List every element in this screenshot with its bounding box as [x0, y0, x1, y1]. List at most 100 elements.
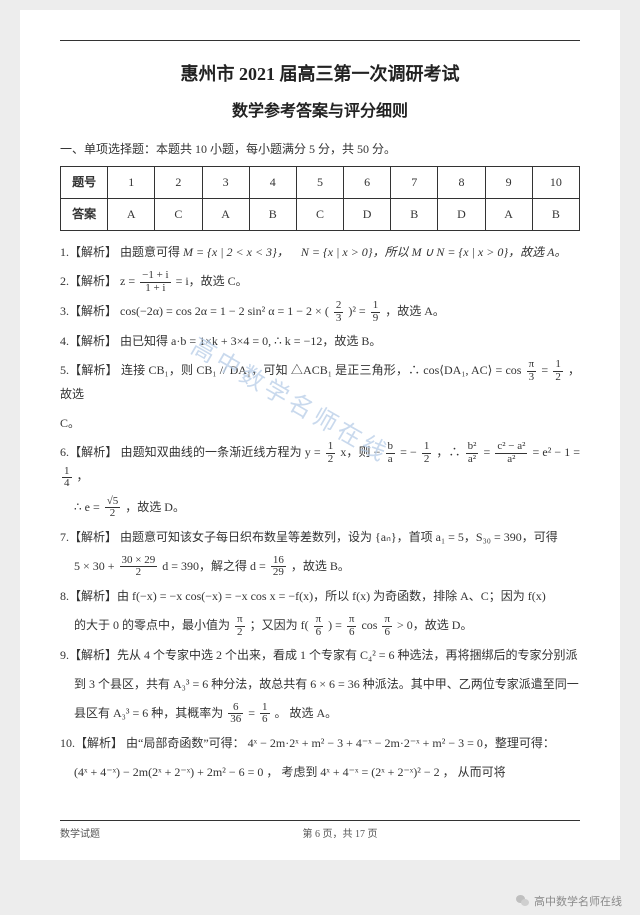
answer-cell: B [391, 199, 438, 231]
sol-prefix: 3.【解析】 cos(−2α) = cos 2α = 1 − 2 sin² α … [60, 304, 329, 318]
sol-mid: ，∴ [436, 445, 463, 459]
fraction: 30 × 29 2 [120, 555, 158, 579]
fraction: 1 6 [260, 702, 270, 726]
row-label: 题号 [61, 167, 108, 199]
solution-9: 9.【解析】先从 4 个专家中选 2 个出来，看成 1 个专家有 C₄² = 6… [60, 644, 580, 667]
col-num: 5 [296, 167, 343, 199]
sol-mid: ；又因为 f( [250, 618, 309, 632]
page-subtitle: 数学参考答案与评分细则 [60, 97, 580, 127]
sol-prefix: 1.【解析】 由题意可得 [60, 245, 183, 259]
col-num: 10 [532, 167, 579, 199]
sol-mid: d = 390，解之得 d = [162, 559, 269, 573]
sol-tail: C。 [60, 416, 80, 430]
section-heading: 一、单项选择题：本题共 10 小题，每小题满分 5 分，共 50 分。 [60, 138, 580, 161]
sol-mid: = [541, 363, 551, 377]
sol-mid: = − [400, 445, 417, 459]
solution-6: 6.【解析】 由题知双曲线的一条渐近线方程为 y = 1 2 x，则 − b a… [60, 441, 580, 490]
numerator: 1 [371, 300, 381, 313]
col-num: 9 [485, 167, 532, 199]
denominator: 9 [371, 313, 381, 325]
answer-cell: C [296, 199, 343, 231]
top-rule [60, 40, 580, 41]
sol-tail: ， [77, 469, 89, 483]
col-num: 1 [108, 167, 155, 199]
denominator: 6 [347, 627, 357, 639]
denominator: 2 [105, 508, 121, 520]
answers-table: 题号 1 2 3 4 5 6 7 8 9 10 答案 A C A B C D B… [60, 166, 580, 231]
sol-body: M = {x | 2 < x < 3}， N = {x | x > 0}，所以 … [183, 245, 566, 259]
denominator: 2 [326, 454, 336, 466]
sol-line: 10.【解析】 由“局部奇函数”可得： 4ˣ − 2m·2ˣ + m² − 3 … [60, 736, 555, 750]
solution-9-line3: 县区有 A₃³ = 6 种，其概率为 6 36 = 1 6 。 故选 A。 [60, 702, 580, 726]
answer-cell: A [108, 199, 155, 231]
denominator: 6 [314, 627, 324, 639]
wechat-credit: 高中数学名师在线 [516, 893, 622, 909]
sol-tail: > 0，故选 D。 [397, 618, 472, 632]
col-num: 2 [155, 167, 202, 199]
sol-tail: ，故选 A。 [385, 304, 445, 318]
sol-line: 7.【解析】 由题意可知该女子每日织布数呈等差数列，设为 {aₙ}，首项 a₁ … [60, 530, 558, 544]
answer-cell: A [485, 199, 532, 231]
denominator: a [386, 454, 396, 466]
solution-5-line2: C。 [60, 412, 580, 435]
sol-prefix: 的大于 0 的零点中，最小值为 [74, 618, 233, 632]
answer-cell: D [438, 199, 485, 231]
answer-cell: B [532, 199, 579, 231]
fraction: 1 2 [553, 359, 563, 383]
sol-mid: ) = [328, 618, 345, 632]
answer-cell: C [155, 199, 202, 231]
numerator: 2 [334, 300, 344, 313]
numerator: 1 [422, 441, 432, 454]
col-num: 8 [438, 167, 485, 199]
fraction: 6 36 [228, 702, 243, 726]
sol-mid: = [483, 445, 493, 459]
solution-7: 7.【解析】 由题意可知该女子每日织布数呈等差数列，设为 {aₙ}，首项 a₁ … [60, 526, 580, 549]
numerator: 1 [326, 441, 336, 454]
col-num: 6 [344, 167, 391, 199]
fraction: −1 + i 1 + i [140, 270, 170, 294]
solution-10: 10.【解析】 由“局部奇函数”可得： 4ˣ − 2m·2ˣ + m² − 3 … [60, 732, 580, 755]
sol-tail: 。 故选 A。 [275, 706, 338, 720]
sol-line: 4.【解析】 由已知得 a·b = 1×k + 3×4 = 0, ∴ k = −… [60, 334, 381, 348]
fraction: 1 2 [326, 441, 336, 465]
col-num: 4 [249, 167, 296, 199]
fraction: √5 2 [105, 496, 121, 520]
page-title: 惠州市 2021 届高三第一次调研考试 [60, 57, 580, 91]
denominator: 2 [553, 372, 563, 384]
fraction: b a [386, 441, 396, 465]
solution-2: 2.【解析】 z = −1 + i 1 + i = i，故选 C。 [60, 270, 580, 294]
sol-mid: = [248, 706, 258, 720]
sol-line: 8.【解析】由 f(−x) = −x cos(−x) = −x cos x = … [60, 589, 546, 603]
credit-text: 高中数学名师在线 [534, 893, 622, 909]
fraction: π 3 [527, 359, 537, 383]
footer-center: 第 6 页，共 17 页 [100, 825, 580, 844]
numerator: −1 + i [140, 270, 170, 283]
document-page: 高中数学名师在线 惠州市 2021 届高三第一次调研考试 数学参考答案与评分细则… [20, 10, 620, 860]
solution-9-line2: 到 3 个县区，共有 A₃³ = 6 种分法，故总共有 6 × 6 = 36 种… [60, 673, 580, 696]
solution-1: 1.【解析】 由题意可得 M = {x | 2 < x < 3}， N = {x… [60, 241, 580, 264]
sol-prefix: 2.【解析】 [60, 274, 120, 288]
sol-mid: = e² − 1 = [533, 445, 581, 459]
denominator: a² [495, 454, 527, 466]
footer-left: 数学试题 [60, 825, 100, 844]
answer-cell: D [344, 199, 391, 231]
sol-line: 到 3 个县区，共有 A₃³ = 6 种分法，故总共有 6 × 6 = 36 种… [74, 677, 579, 691]
fraction: 1 9 [371, 300, 381, 324]
fraction: π 6 [347, 614, 357, 638]
z-eq: z = [120, 274, 138, 288]
fraction: 16 29 [271, 555, 286, 579]
fraction: π 6 [314, 614, 324, 638]
fraction: π 2 [235, 614, 245, 638]
fraction: c² − a² a² [495, 441, 527, 465]
wechat-icon [516, 894, 530, 908]
col-num: 7 [391, 167, 438, 199]
denominator: 29 [271, 567, 286, 579]
denominator: 1 + i [140, 283, 170, 295]
sol-prefix: 6.【解析】 由题知双曲线的一条渐近线方程为 y = [60, 445, 324, 459]
page-footer: 数学试题 第 6 页，共 17 页 [60, 820, 580, 844]
table-row: 题号 1 2 3 4 5 6 7 8 9 10 [61, 167, 580, 199]
answer-cell: B [249, 199, 296, 231]
sol-prefix: 县区有 A₃³ = 6 种，其概率为 [74, 706, 226, 720]
denominator: 36 [228, 714, 243, 726]
denominator: 3 [334, 313, 344, 325]
